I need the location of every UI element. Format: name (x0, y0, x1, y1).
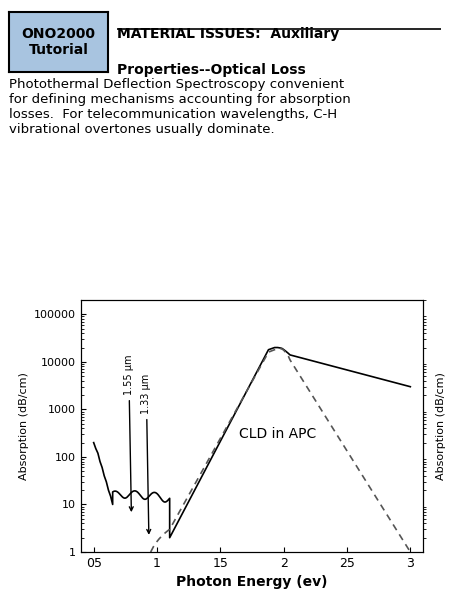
Text: 1.33 μm: 1.33 μm (141, 374, 151, 533)
Text: Properties--Optical Loss: Properties--Optical Loss (117, 63, 306, 77)
Text: MATERIAL ISSUES:  Auxiliary: MATERIAL ISSUES: Auxiliary (117, 27, 339, 41)
Text: ONO2000
Tutorial: ONO2000 Tutorial (22, 27, 95, 57)
Text: 1.55 μm: 1.55 μm (124, 355, 134, 511)
Text: Photothermal Deflection Spectroscopy convenient
for defining mechanisms accounti: Photothermal Deflection Spectroscopy con… (9, 78, 351, 136)
Text: CLD in APC: CLD in APC (239, 427, 317, 441)
X-axis label: Photon Energy (ev): Photon Energy (ev) (176, 575, 328, 589)
Y-axis label: Absorption (dB/cm): Absorption (dB/cm) (436, 372, 446, 480)
Y-axis label: Absorption (dB/cm): Absorption (dB/cm) (18, 372, 29, 480)
